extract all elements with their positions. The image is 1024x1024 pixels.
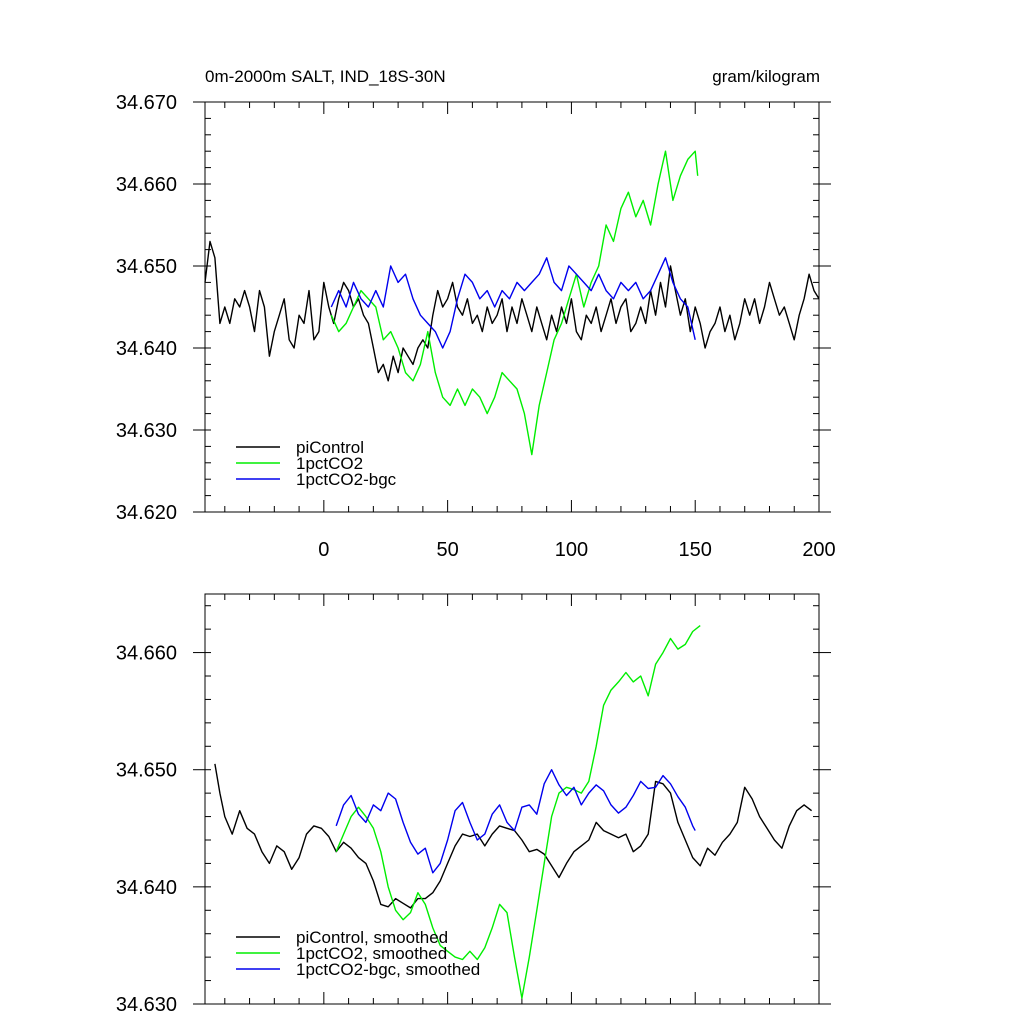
y-tick-label: 34.640 — [116, 877, 177, 899]
plot-frame-bottom — [204, 593, 820, 1005]
y-tick-label: 34.630 — [116, 994, 177, 1016]
legend-label: 1pctCO2-bgc, smoothed — [296, 960, 480, 979]
legend-label: 1pctCO2 — [296, 454, 363, 473]
legend-label: 1pctCO2-bgc — [296, 470, 397, 489]
y-tick-label: 34.660 — [116, 174, 177, 196]
bottom-panel: 34.630 34.640 34.650 34.660 piControl, smoo… — [116, 593, 831, 1016]
title-right: gram/kilogram — [712, 67, 820, 86]
y-tick-label: 34.620 — [116, 502, 177, 524]
plot-frame-top — [204, 101, 820, 513]
series-line-1pctco2-bgc — [330, 257, 696, 349]
x-tick-label: 0 — [318, 539, 329, 561]
x-tick-label: 100 — [555, 539, 588, 561]
series-line-picontrol — [204, 240, 820, 382]
x-tick-label: 200 — [802, 539, 835, 561]
series-line-1pctco2-bgc-smoothed — [335, 769, 696, 874]
x-tick-label: 150 — [679, 539, 712, 561]
legend-label: piControl — [296, 438, 364, 457]
legend-label: 1pctCO2, smoothed — [296, 944, 447, 963]
series-line-1pctco2 — [330, 150, 699, 456]
y-tick-label: 34.670 — [116, 92, 177, 114]
y-tick-label: 34.650 — [116, 256, 177, 278]
x-tick-label: 50 — [437, 539, 459, 561]
y-tick-label: 34.640 — [116, 338, 177, 360]
legend-label: piControl, smoothed — [296, 928, 448, 947]
title-left: 0m-2000m SALT, IND_18S-30N — [205, 67, 446, 86]
y-tick-label: 34.660 — [116, 643, 177, 665]
top-panel: 0m-2000m SALT, IND_18S-30N gram/kilogram… — [116, 67, 836, 561]
y-tick-label: 34.630 — [116, 420, 177, 442]
y-tick-label: 34.650 — [116, 760, 177, 782]
series-line-picontrol-smoothed — [214, 763, 813, 909]
series-line-1pctco2-smoothed — [335, 625, 701, 999]
